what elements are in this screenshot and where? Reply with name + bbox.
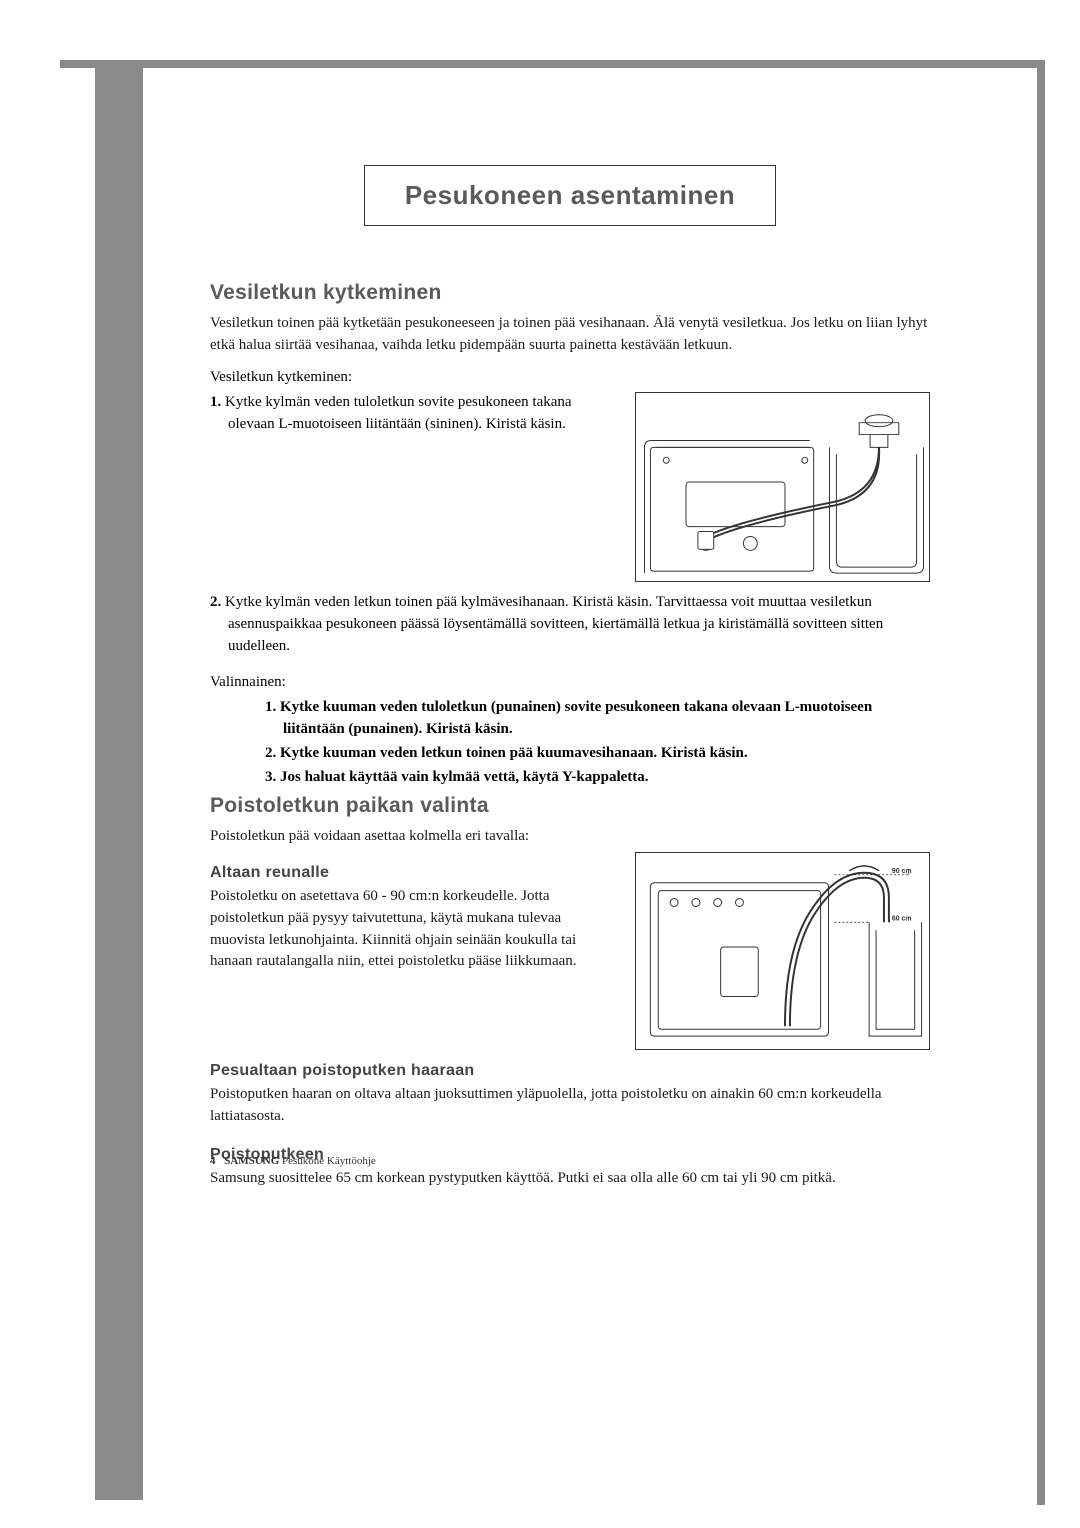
page-content: Pesukoneen asentaminen Vesiletkun kytkem… <box>210 165 930 1199</box>
step2-num: 2. <box>210 594 221 610</box>
sub1-text: Poistoletku on asetettava 60 - 90 cm:n k… <box>210 886 615 973</box>
sub1-heading: Altaan reunalle <box>210 864 615 882</box>
sub2-heading: Pesualtaan poistoputken haaraan <box>210 1062 930 1080</box>
optional-label: Valinnainen: <box>210 672 930 694</box>
water-inlet-diagram-icon <box>636 393 929 581</box>
footer-brand: SAMSUNG <box>224 1155 279 1167</box>
fig2-label-90: 90 cm <box>892 868 912 875</box>
optional-steps: 1. Kytke kuuman veden tuloletkun (punain… <box>265 697 930 788</box>
opt3-text: Jos haluat käyttää vain kylmää vettä, kä… <box>280 769 649 785</box>
opt1-text: Kytke kuuman veden tuloletkun (punainen)… <box>280 699 872 737</box>
page-frame-sidebar <box>95 100 143 1500</box>
opt1-num: 1. <box>265 699 276 715</box>
opt3-num: 3. <box>265 769 276 785</box>
page-title-box: Pesukoneen asentaminen <box>364 165 776 226</box>
step1-num: 1. <box>210 394 221 410</box>
section1-list-label: Vesiletkun kytkeminen: <box>210 367 930 389</box>
figure-1-water-inlet <box>635 392 930 582</box>
opt1: 1. Kytke kuuman veden tuloletkun (punain… <box>265 697 930 741</box>
opt3: 3. Jos haluat käyttää vain kylmää vettä,… <box>265 767 930 789</box>
footer-page-number: 4 <box>210 1155 222 1167</box>
section2-intro: Poistoletkun pää voidaan asettaa kolmell… <box>210 826 930 848</box>
opt2-num: 2. <box>265 745 276 761</box>
step1-text-col: 1. Kytke kylmän veden tuloletkun sovite … <box>210 392 615 440</box>
step1-text: Kytke kylmän veden tuloletkun sovite pes… <box>225 394 572 432</box>
section1-heading: Vesiletkun kytkeminen <box>210 281 930 305</box>
footer-text: Pesukone Käyttöohje <box>282 1155 376 1167</box>
sub1-row: Altaan reunalle Poistoletku on asetettav… <box>210 852 930 1050</box>
fig2-label-60: 60 cm <box>892 915 912 922</box>
step1-row: 1. Kytke kylmän veden tuloletkun sovite … <box>210 392 930 582</box>
step2: 2. Kytke kylmän veden letkun toinen pää … <box>210 592 930 657</box>
step2-text: Kytke kylmän veden letkun toinen pää kyl… <box>225 594 883 654</box>
sub1-text-col: Altaan reunalle Poistoletku on asetettav… <box>210 852 615 983</box>
figure-2-drain-height: 90 cm 60 cm <box>635 852 930 1050</box>
opt2: 2. Kytke kuuman veden letkun toinen pää … <box>265 743 930 765</box>
sub2-text: Poistoputken haaran on oltava altaan juo… <box>210 1084 930 1128</box>
section1-intro: Vesiletkun toinen pää kytketään pesukone… <box>210 313 930 357</box>
step1: 1. Kytke kylmän veden tuloletkun sovite … <box>210 392 615 436</box>
page-title: Pesukoneen asentaminen <box>405 180 735 211</box>
drain-diagram-icon: 90 cm 60 cm <box>636 853 929 1049</box>
page-footer: 4 SAMSUNG Pesukone Käyttöohje <box>210 1155 376 1167</box>
opt2-text: Kytke kuuman veden letkun toinen pää kuu… <box>280 745 748 761</box>
section2-heading: Poistoletkun paikan valinta <box>210 794 930 818</box>
sub3-text: Samsung suosittelee 65 cm korkean pystyp… <box>210 1168 930 1190</box>
